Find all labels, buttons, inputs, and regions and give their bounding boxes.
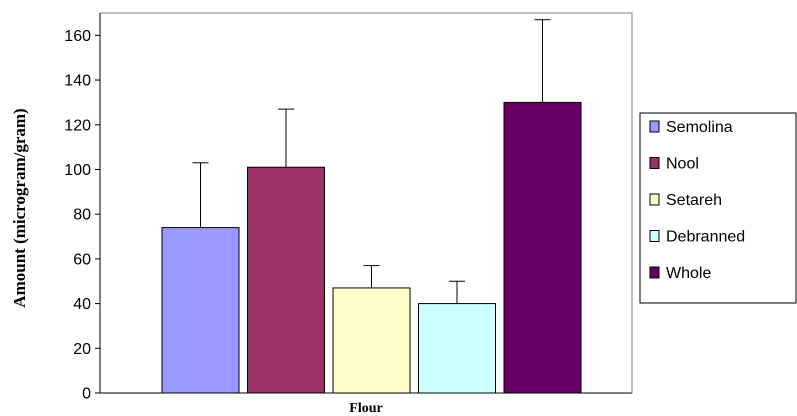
y-tick-label: 20 xyxy=(73,341,91,358)
y-tick-label: 80 xyxy=(73,207,91,224)
y-tick-label: 100 xyxy=(64,162,91,179)
y-tick-label: 60 xyxy=(73,251,91,268)
bar-semolina xyxy=(161,227,240,394)
bar-nool xyxy=(247,166,325,394)
bar-debranned xyxy=(418,303,496,394)
legend-label-setareh: Setareh xyxy=(666,192,722,209)
legend: Semolina Nool Setareh Debranned Whole xyxy=(649,119,745,282)
y-tick-label: 120 xyxy=(64,117,91,134)
legend-label-semolina: Semolina xyxy=(666,119,733,136)
legend-swatch-nool xyxy=(649,157,660,169)
legend-label-whole: Whole xyxy=(666,265,711,282)
bar-whole xyxy=(503,101,582,394)
legend-label-nool: Nool xyxy=(666,156,699,173)
legend-swatch-debranned xyxy=(649,230,660,242)
x-axis-title: Flour xyxy=(349,401,382,416)
y-tick-label: 140 xyxy=(64,73,91,90)
bar-setareh xyxy=(332,287,411,394)
legend-box xyxy=(639,112,797,304)
y-tick-label: 0 xyxy=(82,386,91,403)
y-tick-label: 40 xyxy=(73,296,91,313)
y-tick-label: 160 xyxy=(64,28,91,45)
legend-swatch-semolina xyxy=(649,120,660,133)
legend-label-debranned: Debranned xyxy=(666,229,745,246)
y-axis-title: Amount (microgram/gram) xyxy=(10,108,29,307)
legend-swatch-whole xyxy=(649,266,660,279)
legend-swatch-setareh xyxy=(649,193,660,206)
y-ticks-group: 0 20 40 60 80 100 120 140 160 xyxy=(64,28,100,403)
error-bars-group xyxy=(192,19,551,304)
bars-group xyxy=(161,101,582,394)
